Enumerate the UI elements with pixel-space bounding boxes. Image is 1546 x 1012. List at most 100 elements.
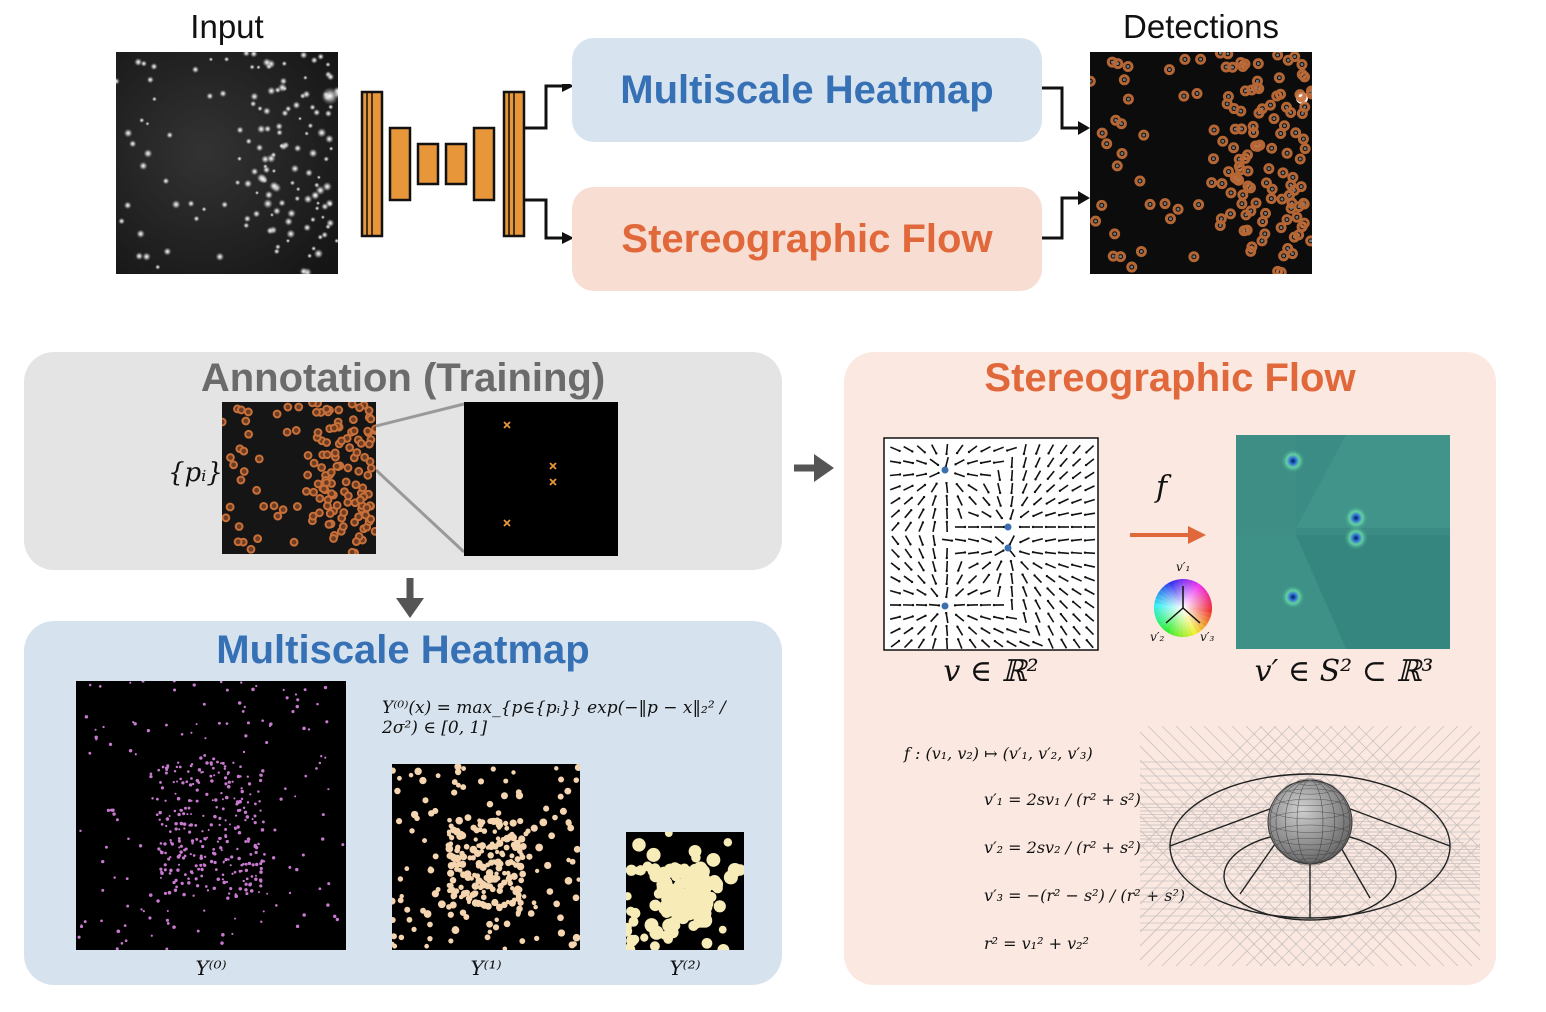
- heatmap-blob: [494, 875, 501, 881]
- eq-r: r² = v₁² + v₂²: [984, 934, 1089, 953]
- flow-vector-head: [954, 613, 958, 617]
- annotation-point: [348, 415, 358, 425]
- heatmap-blob: [531, 900, 537, 906]
- heatmap-blob: [431, 890, 439, 898]
- cell-spot: [1100, 131, 1104, 135]
- heatmap-blob: [126, 904, 130, 908]
- heatmap-blob: [227, 780, 231, 784]
- cell-spot: [1090, 79, 1092, 83]
- heatmap-blob: [213, 814, 217, 819]
- heatmap-blob: [458, 831, 467, 840]
- cell-spot: [273, 248, 280, 255]
- heatmap-blob: [224, 795, 229, 800]
- heatmap-blob: [294, 693, 298, 696]
- heatmap-blob: [196, 929, 200, 933]
- annotation-point: [322, 478, 331, 488]
- cell-spot: [1211, 157, 1215, 161]
- flow-vector: [981, 589, 991, 595]
- flow-vector-head: [1033, 586, 1037, 590]
- heatmap-blob: [271, 856, 276, 860]
- flow-vector: [1023, 612, 1027, 624]
- cell-spot: [249, 52, 258, 58]
- heatmap-blob: [404, 906, 411, 913]
- flow-vector-head: [1083, 563, 1087, 567]
- flow-vector-head: [963, 539, 967, 543]
- flow-vector-head: [992, 461, 996, 464]
- cell-spot: [1264, 181, 1268, 185]
- flow-vector-head: [999, 504, 1002, 507]
- heatmap-blob: [460, 784, 467, 791]
- merge-arrows: [1042, 86, 1090, 240]
- heatmap-blob: [160, 850, 164, 855]
- heatmap-blob: [495, 849, 500, 855]
- flow-vector: [968, 445, 978, 453]
- flow-vector-head: [910, 580, 914, 584]
- heatmap-blob: [179, 777, 182, 781]
- cell-spot: [143, 148, 153, 159]
- arrow-to-heatmap: [396, 578, 424, 618]
- heatmap-blob: [225, 880, 229, 884]
- annotation-point: [322, 501, 332, 511]
- flow-vector: [903, 589, 913, 595]
- cell-spot: [1300, 112, 1304, 116]
- heatmap-blob: [261, 719, 264, 722]
- cell-spot: [1233, 127, 1237, 131]
- flow-vector-head: [944, 611, 948, 615]
- heatmap-blob: [395, 818, 403, 825]
- heatmap-blob: [187, 770, 190, 773]
- flow-vector: [1033, 562, 1043, 570]
- flow-vector-head: [933, 520, 937, 524]
- flow-vector: [1046, 497, 1056, 505]
- heatmap-blob: [212, 757, 216, 761]
- heatmap-blob: [234, 827, 237, 830]
- heatmap-blob: [257, 891, 261, 894]
- detection-ring: [1296, 108, 1308, 120]
- flow-vector: [930, 444, 938, 454]
- detection-ring: [1224, 208, 1236, 220]
- unet-diagram: [360, 84, 574, 244]
- heatmap-blob: [530, 824, 538, 832]
- flow-vector-head: [1005, 615, 1009, 619]
- annotation-point: [363, 426, 373, 436]
- heatmap-blob: [519, 870, 527, 878]
- heatmap-blob: [179, 821, 184, 826]
- cell-spot: [134, 57, 143, 67]
- flow-vector: [891, 522, 899, 532]
- detection-ring: [1164, 213, 1176, 225]
- cell-spot: [311, 245, 317, 252]
- heatmap-blob: [533, 935, 540, 942]
- cell-spot: [269, 212, 275, 217]
- detection-ring: [1266, 183, 1278, 195]
- cell-spot: [1286, 58, 1290, 62]
- cell-spot: [1182, 94, 1186, 98]
- heatmap-blob: [263, 853, 266, 856]
- detection-ring: [1206, 177, 1218, 189]
- heatmap-blob: [266, 892, 269, 895]
- flow-vector: [954, 603, 966, 607]
- flow-vector-head: [956, 495, 960, 498]
- heatmap-blob: [450, 892, 458, 899]
- flow-vector-head: [1045, 502, 1048, 505]
- cell-spot: [1218, 223, 1222, 227]
- flow-vector-head: [1085, 638, 1088, 642]
- cell-spot: [1270, 187, 1274, 191]
- grid-line: [1140, 726, 1361, 947]
- detection-ring: [1236, 123, 1248, 135]
- heatmap-blob: [141, 681, 145, 683]
- heatmap-blob: [455, 816, 464, 825]
- detection-ring: [1264, 99, 1276, 111]
- cell-spot: [270, 151, 277, 158]
- heatmap-blob: [213, 852, 217, 856]
- heatmap-blob: [234, 814, 238, 817]
- flow-vector-head: [1044, 525, 1048, 529]
- heatmap-blob: [435, 773, 441, 779]
- flow-vector-head: [1058, 563, 1061, 566]
- heatmap-blob: [149, 772, 153, 776]
- heatmap-blob: [659, 868, 669, 878]
- heatmap-blob: [565, 820, 572, 827]
- cell-spot: [135, 252, 144, 261]
- heatmap-blob: [169, 856, 172, 859]
- cell-spot: [324, 109, 333, 118]
- flow-vector: [904, 535, 912, 545]
- heatmap-blob: [102, 725, 105, 729]
